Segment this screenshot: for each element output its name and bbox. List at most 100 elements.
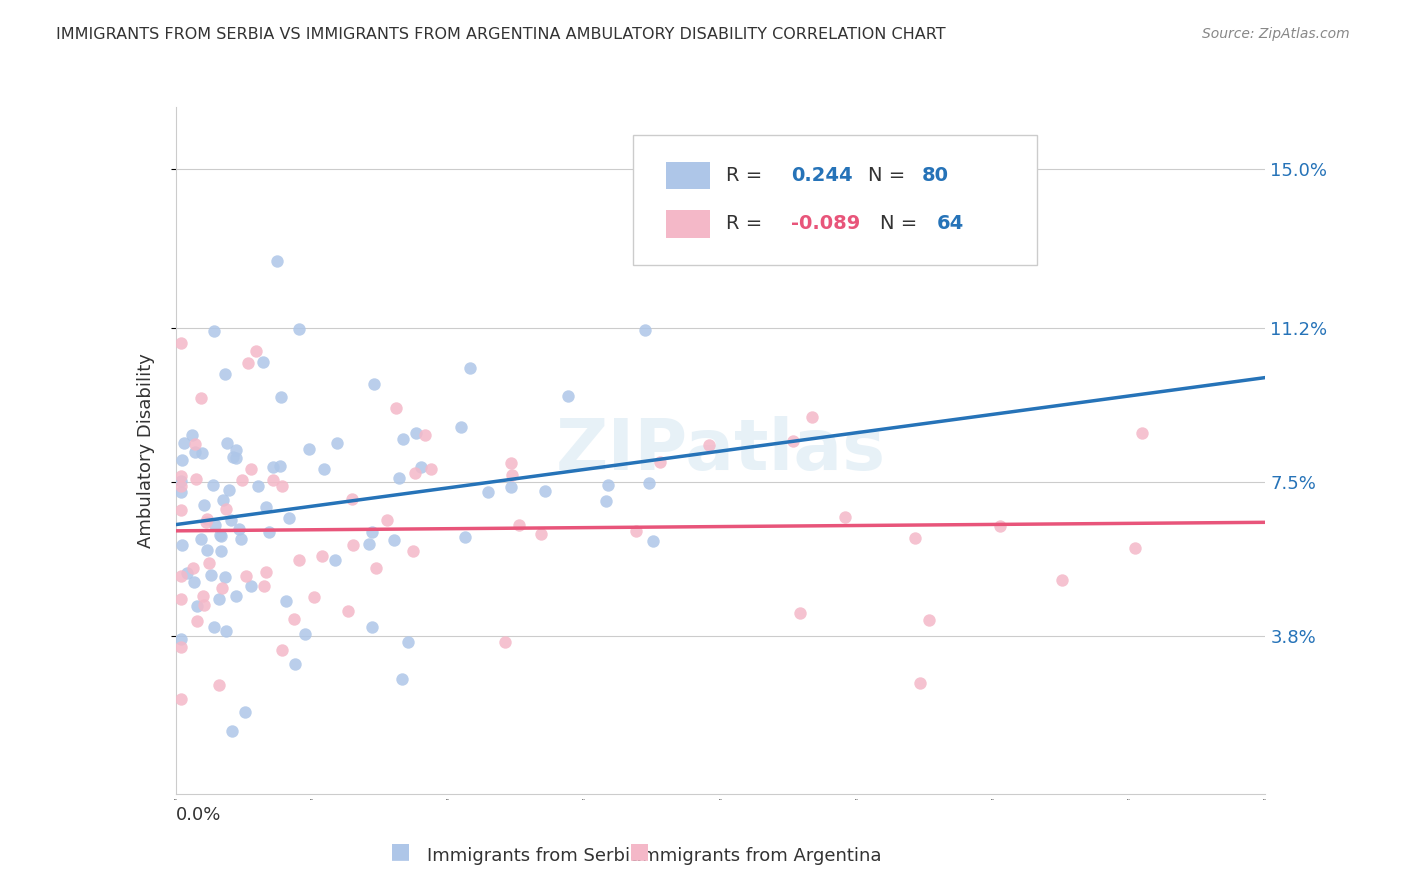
Point xyxy=(170,485,193,500)
Point xyxy=(641,534,664,549)
Point xyxy=(595,493,617,508)
Point xyxy=(201,477,224,491)
Point xyxy=(404,467,426,481)
Point xyxy=(184,437,207,451)
Text: ■: ■ xyxy=(391,841,411,861)
Text: Source: ZipAtlas.com: Source: ZipAtlas.com xyxy=(1202,27,1350,41)
Point xyxy=(170,468,193,483)
Point xyxy=(557,389,579,403)
Point xyxy=(173,435,195,450)
Point xyxy=(1052,573,1074,587)
Point xyxy=(253,579,276,593)
Point xyxy=(918,613,941,627)
Point xyxy=(800,409,823,424)
Point xyxy=(270,390,292,404)
Point xyxy=(834,510,856,524)
Point xyxy=(184,472,207,486)
Point xyxy=(363,377,385,392)
Point xyxy=(294,627,316,641)
Text: ZIPatlas: ZIPatlas xyxy=(555,416,886,485)
Text: -0.089: -0.089 xyxy=(792,214,860,234)
Point xyxy=(269,459,291,474)
Point xyxy=(170,503,193,517)
Text: R =: R = xyxy=(725,214,769,234)
Point xyxy=(200,567,222,582)
Point xyxy=(360,525,382,540)
Point xyxy=(231,474,253,488)
Point xyxy=(170,569,193,583)
Text: IMMIGRANTS FROM SERBIA VS IMMIGRANTS FROM ARGENTINA AMBULATORY DISABILITY CORREL: IMMIGRANTS FROM SERBIA VS IMMIGRANTS FRO… xyxy=(56,27,946,42)
Point xyxy=(366,561,388,575)
Point xyxy=(193,598,215,612)
Point xyxy=(385,401,408,415)
Point xyxy=(218,483,240,497)
Point xyxy=(240,462,263,476)
Point xyxy=(254,500,277,515)
Point xyxy=(302,590,325,604)
Point xyxy=(624,524,647,539)
Point xyxy=(215,502,238,516)
Point xyxy=(501,456,523,470)
Point xyxy=(359,537,381,551)
Point xyxy=(262,459,284,474)
Point xyxy=(789,606,811,620)
Point xyxy=(225,589,247,603)
Point xyxy=(650,455,672,469)
Point xyxy=(198,556,221,570)
FancyBboxPatch shape xyxy=(633,135,1036,265)
Point xyxy=(340,491,363,506)
Point xyxy=(225,443,247,458)
Point xyxy=(904,531,927,545)
Point xyxy=(375,513,398,527)
Text: N =: N = xyxy=(868,166,905,186)
Point xyxy=(207,678,229,692)
Point xyxy=(193,498,215,512)
Point xyxy=(391,672,413,686)
Point xyxy=(499,480,522,494)
Point xyxy=(782,434,804,448)
Point xyxy=(530,527,553,541)
Point xyxy=(170,452,193,467)
Point xyxy=(246,479,269,493)
Point xyxy=(409,460,432,475)
Point xyxy=(1130,426,1153,441)
Point xyxy=(209,544,232,558)
Point xyxy=(336,604,359,618)
Point xyxy=(170,479,193,493)
Point xyxy=(211,582,233,596)
Point xyxy=(217,435,239,450)
Y-axis label: Ambulatory Disability: Ambulatory Disability xyxy=(136,353,155,548)
Point xyxy=(208,528,231,542)
Point xyxy=(170,474,193,488)
Point xyxy=(176,566,198,580)
Point xyxy=(326,435,349,450)
Text: 80: 80 xyxy=(922,166,949,186)
Point xyxy=(284,657,307,672)
Point xyxy=(202,620,225,634)
Point xyxy=(238,356,260,370)
Point xyxy=(323,553,346,567)
Point xyxy=(184,445,207,459)
Point xyxy=(634,322,657,336)
Point xyxy=(477,485,499,500)
Point xyxy=(172,539,194,553)
Point xyxy=(398,634,420,648)
Point xyxy=(225,451,247,466)
Point xyxy=(283,611,305,625)
Point xyxy=(245,344,267,359)
Point xyxy=(221,724,243,739)
Point xyxy=(219,512,242,526)
Point xyxy=(254,566,277,580)
Point xyxy=(419,461,441,475)
Point xyxy=(239,579,262,593)
Text: 0.0%: 0.0% xyxy=(176,806,221,824)
Point xyxy=(191,446,214,460)
Point xyxy=(534,483,557,498)
Point xyxy=(195,512,218,526)
Point xyxy=(494,634,516,648)
Point xyxy=(638,476,661,491)
Point xyxy=(405,426,427,441)
Point xyxy=(170,691,193,706)
Point xyxy=(508,518,530,533)
Point xyxy=(388,471,411,485)
